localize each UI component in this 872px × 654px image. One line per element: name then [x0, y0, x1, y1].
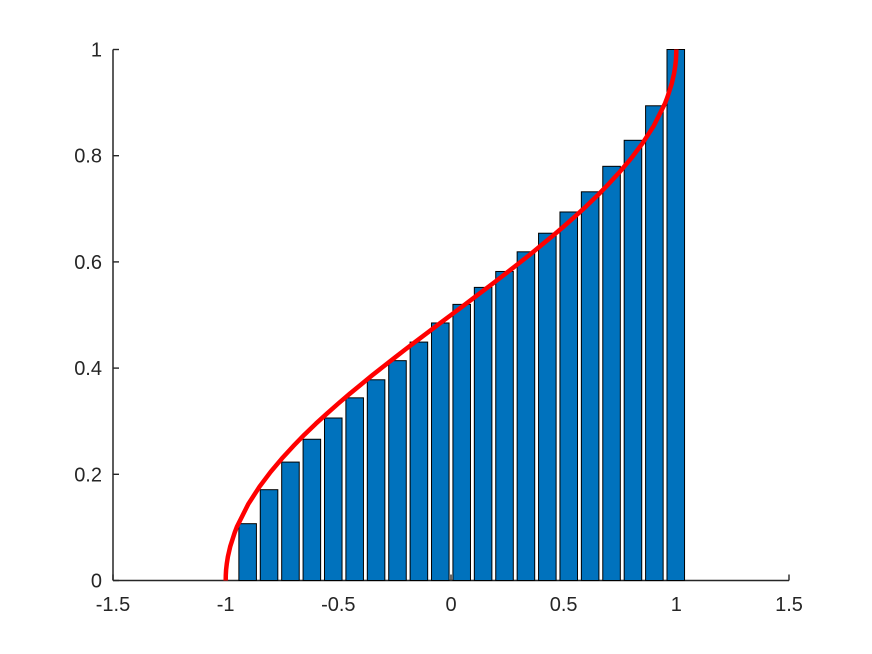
- y-tick-label: 0.8: [74, 146, 102, 168]
- histogram-bar: [602, 165, 621, 581]
- histogram-bar: [388, 360, 407, 581]
- histogram-bar: [645, 105, 664, 581]
- y-tick-label: 0: [91, 571, 102, 593]
- arcsine-cdf-curve: [223, 49, 679, 581]
- histogram-bar: [666, 49, 686, 581]
- x-tick-label: 0: [445, 594, 456, 616]
- x-tick-label: -1.5: [96, 594, 130, 616]
- x-tick-label: 0.5: [550, 594, 578, 616]
- y-tick-label: 0.6: [74, 252, 102, 274]
- histogram-bar: [238, 523, 257, 581]
- histogram-bar: [366, 379, 386, 582]
- y-tick-label: 1: [91, 40, 102, 62]
- histogram-bar: [452, 303, 471, 581]
- x-tick-label: 1: [671, 594, 682, 616]
- histogram-bar: [409, 341, 429, 581]
- histogram-bar: [345, 397, 364, 581]
- histogram-bar: [538, 232, 557, 581]
- histogram-bar: [623, 139, 643, 581]
- x-tick-label: -0.5: [321, 594, 355, 616]
- histogram-bar: [580, 191, 600, 581]
- histogram-bar: [323, 417, 343, 581]
- histogram-bar: [473, 286, 493, 581]
- x-tick-label: -1: [217, 594, 235, 616]
- x-tick-label: 1.5: [775, 594, 803, 616]
- y-tick-label: 0.2: [74, 464, 102, 486]
- histogram-bar: [259, 489, 279, 582]
- y-tick-label: 0.4: [74, 358, 102, 380]
- histogram-bar: [516, 251, 536, 581]
- histogram-bar: [281, 461, 300, 582]
- histogram-bar: [559, 211, 579, 581]
- histogram-bar: [495, 270, 514, 581]
- histogram-bar: [431, 322, 450, 581]
- histogram-bar: [302, 438, 322, 581]
